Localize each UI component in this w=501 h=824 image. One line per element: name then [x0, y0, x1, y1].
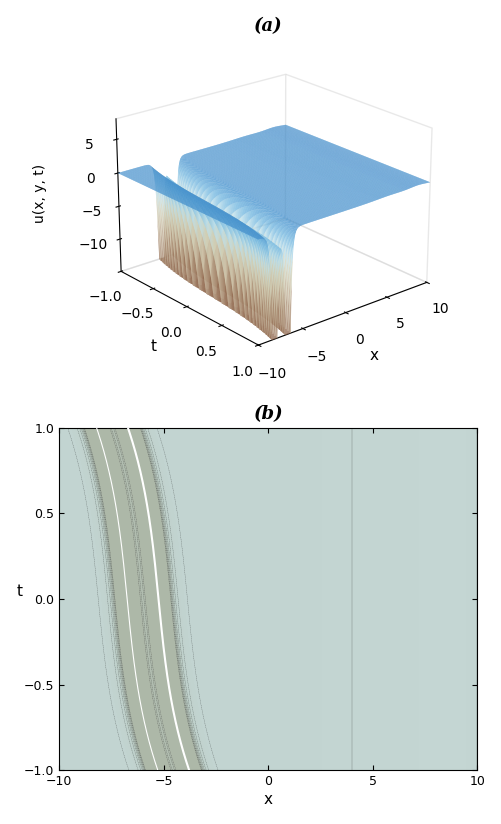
Title: (b): (b) [253, 405, 283, 424]
Y-axis label: t: t [17, 584, 23, 599]
Title: (a): (a) [254, 16, 282, 35]
Y-axis label: t: t [150, 339, 156, 354]
X-axis label: x: x [369, 348, 378, 363]
X-axis label: x: x [263, 793, 272, 808]
